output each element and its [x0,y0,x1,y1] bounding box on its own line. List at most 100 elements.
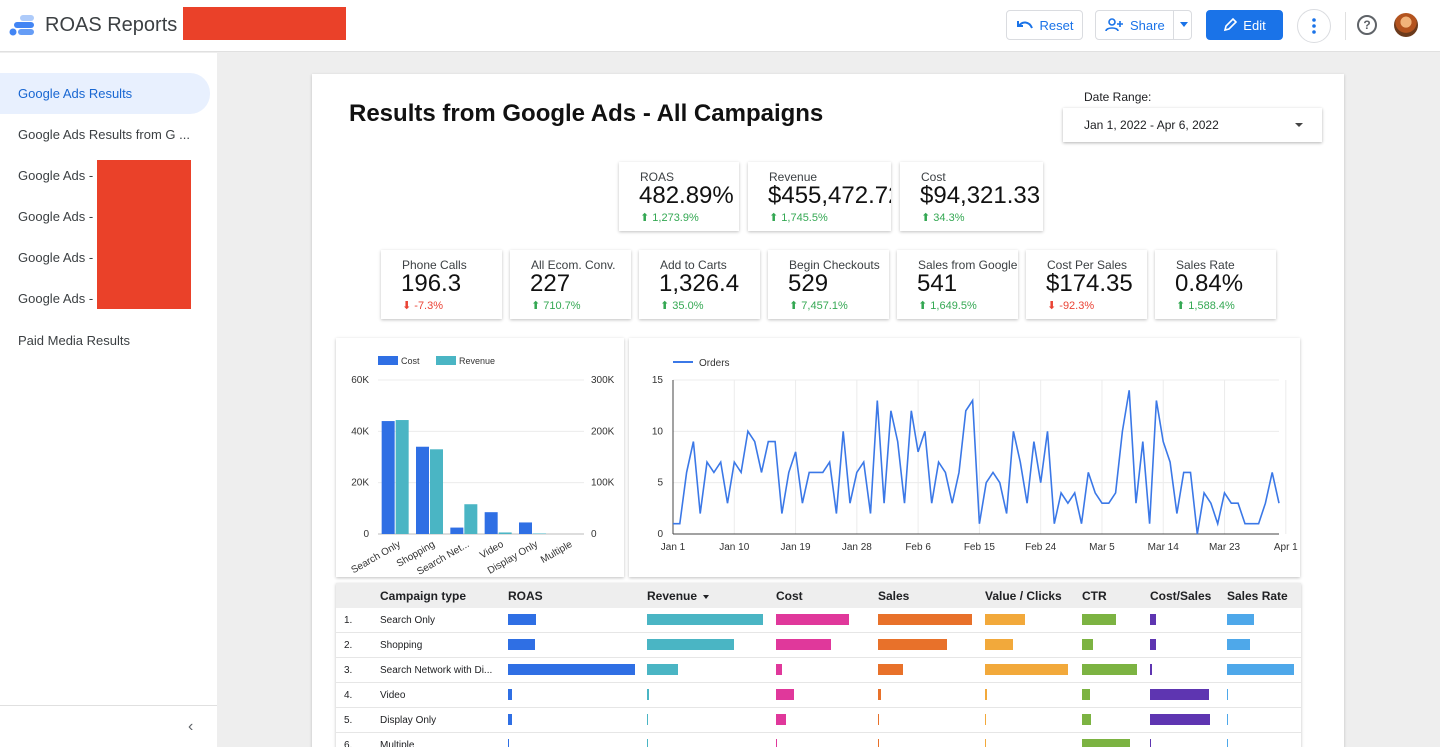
scorecard-value: 1,326.4 [659,270,740,297]
reset-button[interactable]: Reset [1006,10,1083,40]
scorecard-sales-from-google-ads[interactable]: Sales from Google Ads 541 ⬆ 1,649.5% [897,250,1018,319]
cell-bar [776,689,794,700]
scorecard-value: $94,321.33 [920,182,1041,209]
scorecard-sales-rate[interactable]: Sales Rate 0.84% ⬆ 1,588.4% [1155,250,1276,319]
column-header-campaign-type[interactable]: Campaign type [380,589,467,603]
sidebar-item-google-ads-4[interactable]: Google Ads - [0,278,210,319]
cell-bar [1227,664,1294,675]
row-number: 5. [344,715,353,726]
column-header-cost[interactable]: Cost [776,589,803,603]
cell-bar [1150,614,1156,625]
sidebar-item-google-ads-3[interactable]: Google Ads - [0,237,210,278]
scorecard-revenue[interactable]: Revenue $455,472.72 ⬆ 1,745.5% [748,162,891,231]
cell-bar [508,614,536,625]
x-tick-label: Feb 24 [1025,542,1057,553]
table-row[interactable]: 6. Multiple [336,733,1301,747]
collapse-sidebar-icon[interactable]: ‹ [188,718,194,735]
y-tick-label: 5 [657,478,663,489]
toolbar-divider [1345,12,1346,40]
cost-revenue-bar-chart[interactable]: 0 20K 40K 60K 0 100K 200K 300K Cost Revenue Search… [336,338,624,577]
column-header-revenue[interactable]: Revenue [647,589,710,603]
table-row[interactable]: 3. Search Network with Di... [336,658,1301,683]
share-dropdown-icon[interactable] [1180,22,1188,27]
reset-label: Reset [1039,17,1074,33]
scorecard-delta: ⬇ -7.3% [402,300,444,312]
scorecard-label: Sales from Google Ads [918,258,1018,272]
sidebar-item-google-ads-results-from[interactable]: Google Ads Results from G ... [0,114,210,155]
column-header-sales-rate[interactable]: Sales Rate [1227,589,1288,603]
scorecard-add-to-carts[interactable]: Add to Carts 1,326.4 ⬆ 35.0% [639,250,760,319]
column-header-label: Revenue [647,589,698,603]
avatar[interactable] [1394,13,1418,37]
cell-bar [647,714,649,725]
x-tick-label: Multiple [539,539,575,566]
bar-revenue[interactable] [430,449,443,534]
column-header-roas[interactable]: ROAS [508,589,543,603]
scorecard-cost-per-sales[interactable]: Cost Per Sales $174.35 ⬇ -92.3% [1026,250,1147,319]
legend-label: Orders [699,358,730,369]
column-header-cost-sales[interactable]: Cost/Sales [1150,589,1212,603]
x-tick-label: Feb 15 [964,542,996,553]
cell-bar [878,614,972,625]
scorecard-label: ROAS [640,170,675,184]
sidebar-item-google-ads-1[interactable]: Google Ads - [0,155,210,196]
column-header-ctr[interactable]: CTR [1082,589,1107,603]
scorecard-cost[interactable]: Cost $94,321.33 ⬆ 34.3% [900,162,1043,231]
scorecard-begin-checkouts[interactable]: Begin Checkouts 529 ⬆ 7,457.1% [768,250,889,319]
sidebar-item-google-ads-2[interactable]: Google Ads - [0,196,210,237]
share-button[interactable]: Share [1095,10,1192,40]
column-header-value-clicks[interactable]: Value / Clicks [985,589,1062,603]
looker-studio-logo-icon [9,15,34,36]
table-row[interactable]: 5. Display Only [336,708,1301,733]
y-tick-label: 15 [652,375,664,386]
cell-bar [776,714,786,725]
bar-revenue[interactable] [464,504,478,534]
bar-cost[interactable] [416,446,429,534]
more-options-button[interactable] [1297,9,1331,43]
bar-cost[interactable] [450,527,464,534]
cell-bar [1150,639,1156,650]
scorecard-all-ecom-conv[interactable]: All Ecom. Conv. 227 ⬆ 710.7% [510,250,631,319]
bar-cost[interactable] [484,512,498,534]
cell-bar [647,739,648,747]
bar-cost[interactable] [381,421,395,534]
scorecard-delta: ⬆ 1,649.5% [918,300,977,312]
share-divider [1173,10,1174,40]
orders-line-chart[interactable]: 0 5 10 15 Jan 1 Jan 10 Jan 19 Jan 28 Feb 6 Feb 15… [629,338,1300,577]
cell-bar [985,689,987,700]
date-range-picker[interactable]: Jan 1, 2022 - Apr 6, 2022 [1063,108,1322,142]
cell-bar [776,664,783,675]
help-icon[interactable]: ? [1357,15,1377,35]
sidebar-item-google-ads-results[interactable]: Google Ads Results [0,73,210,114]
page-title: Results from Google Ads - All Campaigns [349,100,824,127]
y-left-tick-label: 60K [351,375,369,386]
date-range-label: Date Range: [1084,90,1152,104]
column-header-sales[interactable]: Sales [878,589,910,603]
scorecard-delta: ⬆ 1,588.4% [1176,300,1235,312]
redacted-block [183,7,346,40]
cell-bar [1150,714,1210,725]
bar-cost[interactable] [519,522,532,534]
x-tick-label: Mar 5 [1089,542,1115,553]
scorecard-delta: ⬆ 710.7% [531,300,581,312]
cell-bar [878,739,879,747]
bar-revenue[interactable] [533,533,546,534]
sidebar-item-paid-media-results[interactable]: Paid Media Results [0,320,210,361]
table-row[interactable]: 1. Search Only [336,608,1301,633]
edit-button[interactable]: Edit [1206,10,1283,40]
bar-revenue[interactable] [498,532,512,534]
table-row[interactable]: 4. Video [336,683,1301,708]
scorecard-delta: ⬆ 35.0% [660,300,704,312]
table-row[interactable]: 2. Shopping [336,633,1301,658]
orders-series-line[interactable] [673,390,1280,535]
cell-bar [1227,689,1229,700]
scorecard-phone-calls[interactable]: Phone Calls 196.3 ⬇ -7.3% [381,250,502,319]
x-tick-label: Jan 19 [781,542,811,553]
scorecard-roas[interactable]: ROAS 482.89% ⬆ 1,273.9% [619,162,739,231]
cell-bar [776,639,831,650]
x-tick-label: Apr 1 [1274,542,1298,553]
y-right-tick-label: 0 [591,529,597,540]
scorecard-value: 541 [917,270,958,297]
bar-revenue[interactable] [395,420,409,534]
cell-bar [878,689,881,700]
